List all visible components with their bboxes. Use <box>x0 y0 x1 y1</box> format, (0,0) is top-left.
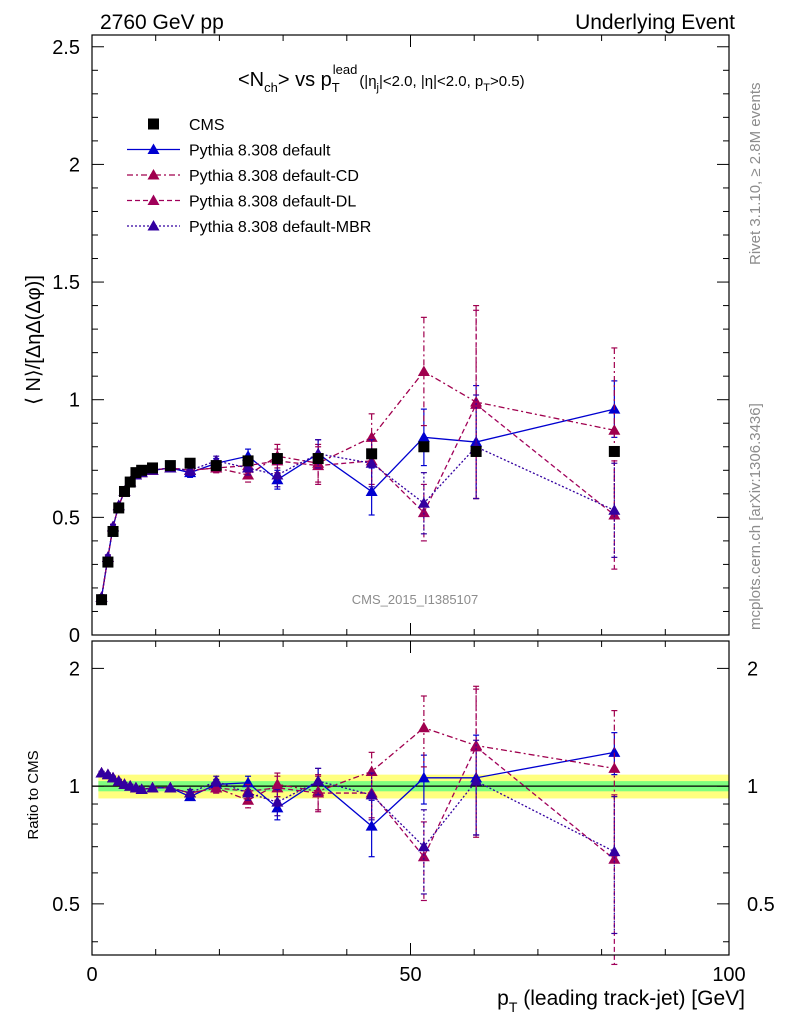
ratio-series-3-point <box>135 783 148 795</box>
mcplots-label: mcplots.cern.ch [arXiv:1306.3436] <box>747 403 764 630</box>
header-right: Underlying Event <box>575 11 735 34</box>
legend-label: Pythia 8.308 default <box>189 143 331 160</box>
ratio-series-0-point <box>417 771 430 783</box>
rivet-label: Rivet 3.1.10, ≥ 2.8M events <box>747 83 764 266</box>
main-panel-series <box>95 304 621 606</box>
main-series-1-point <box>417 431 430 442</box>
main-series-0-point <box>124 476 136 488</box>
main-series-0-point <box>102 556 114 568</box>
y-tick-label-main: 0.5 <box>52 507 80 529</box>
main-series-0-point <box>96 594 108 606</box>
ratio-series-3-point <box>164 781 177 793</box>
y-tick-label-main: 0 <box>69 625 80 647</box>
ratio-y-axis-label: Ratio to CMS <box>25 750 42 839</box>
legend-marker <box>147 194 160 205</box>
ratio-series-3-point <box>271 796 284 807</box>
main-series-0-point <box>418 441 430 453</box>
main-series-4-point <box>184 464 197 475</box>
main-series-4-point <box>242 461 255 473</box>
ratio-series-1-point <box>417 721 430 733</box>
legend-marker <box>147 169 160 180</box>
ratio-series-0-point <box>608 746 621 757</box>
y-tick-label-main: 2 <box>69 154 80 176</box>
ratio-series-3-point <box>470 775 483 786</box>
ratio-series-2-point <box>417 850 430 862</box>
y-tick-label-main: 2.5 <box>52 37 80 59</box>
main-series-0-point <box>136 464 148 476</box>
main-series-4-point <box>608 504 621 515</box>
y-tick-label-ratio: 0.5 <box>52 894 80 916</box>
main-series-0-point <box>164 460 176 472</box>
y-tick-label-main: 1 <box>69 390 80 412</box>
ratio-series-3-point <box>146 781 159 793</box>
main-series-0-point <box>113 502 125 514</box>
y-tick-label-ratio: 1 <box>69 776 80 798</box>
main-series-0-point <box>118 485 130 497</box>
main-series-0-point <box>242 455 254 467</box>
axes: 0 50 100 0 0.5 1 1.5 2 2.5 0.5 0.5 1 1 2 2 <box>52 34 775 986</box>
legend-marker <box>147 220 160 231</box>
y-tick-label-main: 1.5 <box>52 272 80 294</box>
legend-label: Pythia 8.308 default-CD <box>189 168 359 185</box>
main-series-0-point <box>366 448 378 460</box>
ratio-series-3-point <box>608 845 621 857</box>
main-series-2-line <box>100 370 615 598</box>
main-series-0-point <box>470 445 482 457</box>
main-series-3-line <box>100 403 615 598</box>
main-series-4-point <box>417 497 430 508</box>
main-series-1-point <box>365 485 378 496</box>
x-tick-label: 100 <box>712 964 745 986</box>
main-series-1-line <box>100 408 615 598</box>
analysis-watermark: CMS_2015_I1385107 <box>352 592 479 607</box>
legend-marker <box>147 143 160 154</box>
legend-marker-data <box>148 118 159 130</box>
main-y-axis-label: ⟨ N⟩/[ΔηΔ(Δφ)] <box>23 275 45 405</box>
ratio-panel-series <box>95 685 621 966</box>
ratio-series-3-point <box>312 775 325 786</box>
ratio-series-3-point <box>242 787 255 798</box>
main-series-4-line <box>100 445 615 598</box>
y-tick-label-ratio-right: 2 <box>747 658 758 680</box>
main-series-0-point <box>312 453 324 465</box>
main-series-3-point <box>417 506 430 518</box>
main-series-4-point <box>271 469 284 480</box>
ratio-series-3-point <box>417 840 430 852</box>
ratio-series-3-point <box>210 775 223 786</box>
header-left: 2760 GeV pp <box>100 11 224 34</box>
x-tick-label: 50 <box>399 964 421 986</box>
legend-label: Pythia 8.308 default-MBR <box>189 219 371 236</box>
y-tick-label-ratio-right: 0.5 <box>747 894 775 916</box>
y-tick-label-ratio: 2 <box>69 658 80 680</box>
main-series-4-point <box>365 457 378 468</box>
main-series-0-point <box>184 457 196 469</box>
main-series-0-point <box>147 462 159 474</box>
main-series-0-point <box>608 445 620 457</box>
main-panel-frame <box>91 34 730 636</box>
main-series-2-point <box>417 365 430 376</box>
ratio-series-2-point <box>210 781 223 793</box>
ratio-series-1-point <box>608 762 621 773</box>
legend-label: Pythia 8.308 default-DL <box>189 194 356 211</box>
main-series-0-point <box>130 467 142 479</box>
main-series-0-point <box>107 525 119 537</box>
ratio-series-3-point <box>184 787 197 798</box>
legend-label: CMS <box>189 117 225 134</box>
legend: CMS Pythia 8.308 default Pythia 8.308 defa… <box>127 117 371 236</box>
main-series-2-point <box>608 424 621 435</box>
main-series-0-point <box>271 453 283 465</box>
ratio-series-2-line <box>101 745 615 860</box>
x-axis-label: pT (leading track-jet) [GeV] <box>497 987 745 1015</box>
main-series-0-point <box>210 460 222 472</box>
x-tick-label: 0 <box>86 964 97 986</box>
y-tick-label-ratio-right: 1 <box>747 776 758 798</box>
ratio-series-0-point <box>365 820 378 831</box>
plot-title: <Nch> vs pTlead(|ηj|<2.0, |η|<2.0, pT>0.… <box>238 62 525 95</box>
ratio-series-3-point <box>365 788 378 800</box>
